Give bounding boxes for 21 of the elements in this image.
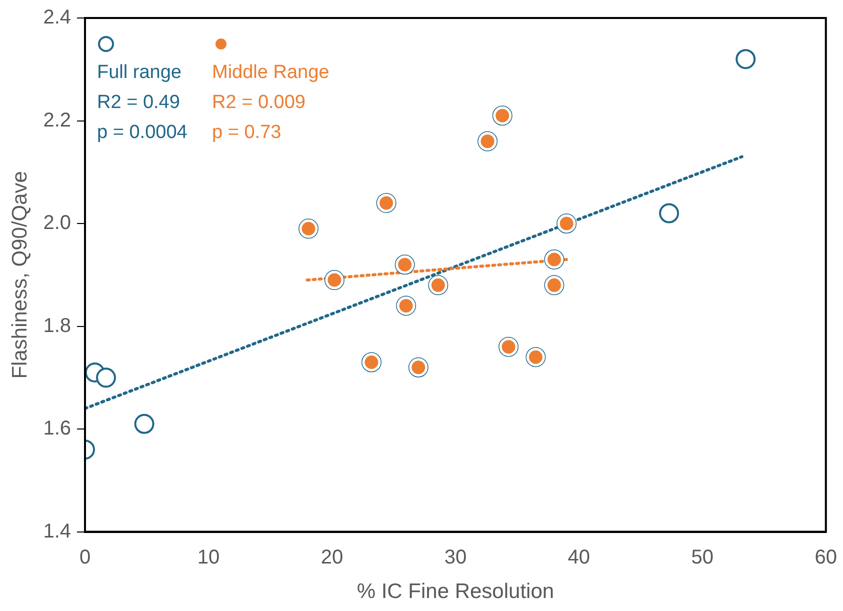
x-axis-title: % IC Fine Resolution — [356, 580, 554, 604]
x-tick-label: 20 — [320, 546, 344, 568]
y-tick-label: 1.6 — [43, 418, 72, 440]
y-tick-label: 1.8 — [43, 314, 72, 337]
y-tick-label: 2.2 — [43, 109, 72, 132]
legend-label: Middle Range — [212, 62, 330, 84]
x-tick-label: 50 — [691, 546, 714, 568]
annotation: p = 0.73 — [212, 122, 282, 144]
x-tick-label: 0 — [79, 546, 91, 568]
legend-label: Full range — [97, 62, 182, 84]
annotation: p = 0.0004 — [97, 122, 188, 144]
y-tick-label: 2.4 — [43, 6, 72, 29]
y-tick-label: 1.4 — [43, 520, 72, 542]
y-axis-title: Flashiness, Q90/Qave — [8, 171, 32, 379]
y-tick-label: 2.0 — [43, 212, 72, 234]
x-tick-label: 10 — [197, 546, 220, 568]
annotation: R2 = 0.009 — [212, 92, 306, 114]
x-tick-label: 60 — [814, 546, 837, 568]
x-tick-label: 40 — [568, 546, 590, 568]
x-tick-label: 30 — [444, 546, 467, 568]
annotation: R2 = 0.49 — [97, 92, 180, 114]
